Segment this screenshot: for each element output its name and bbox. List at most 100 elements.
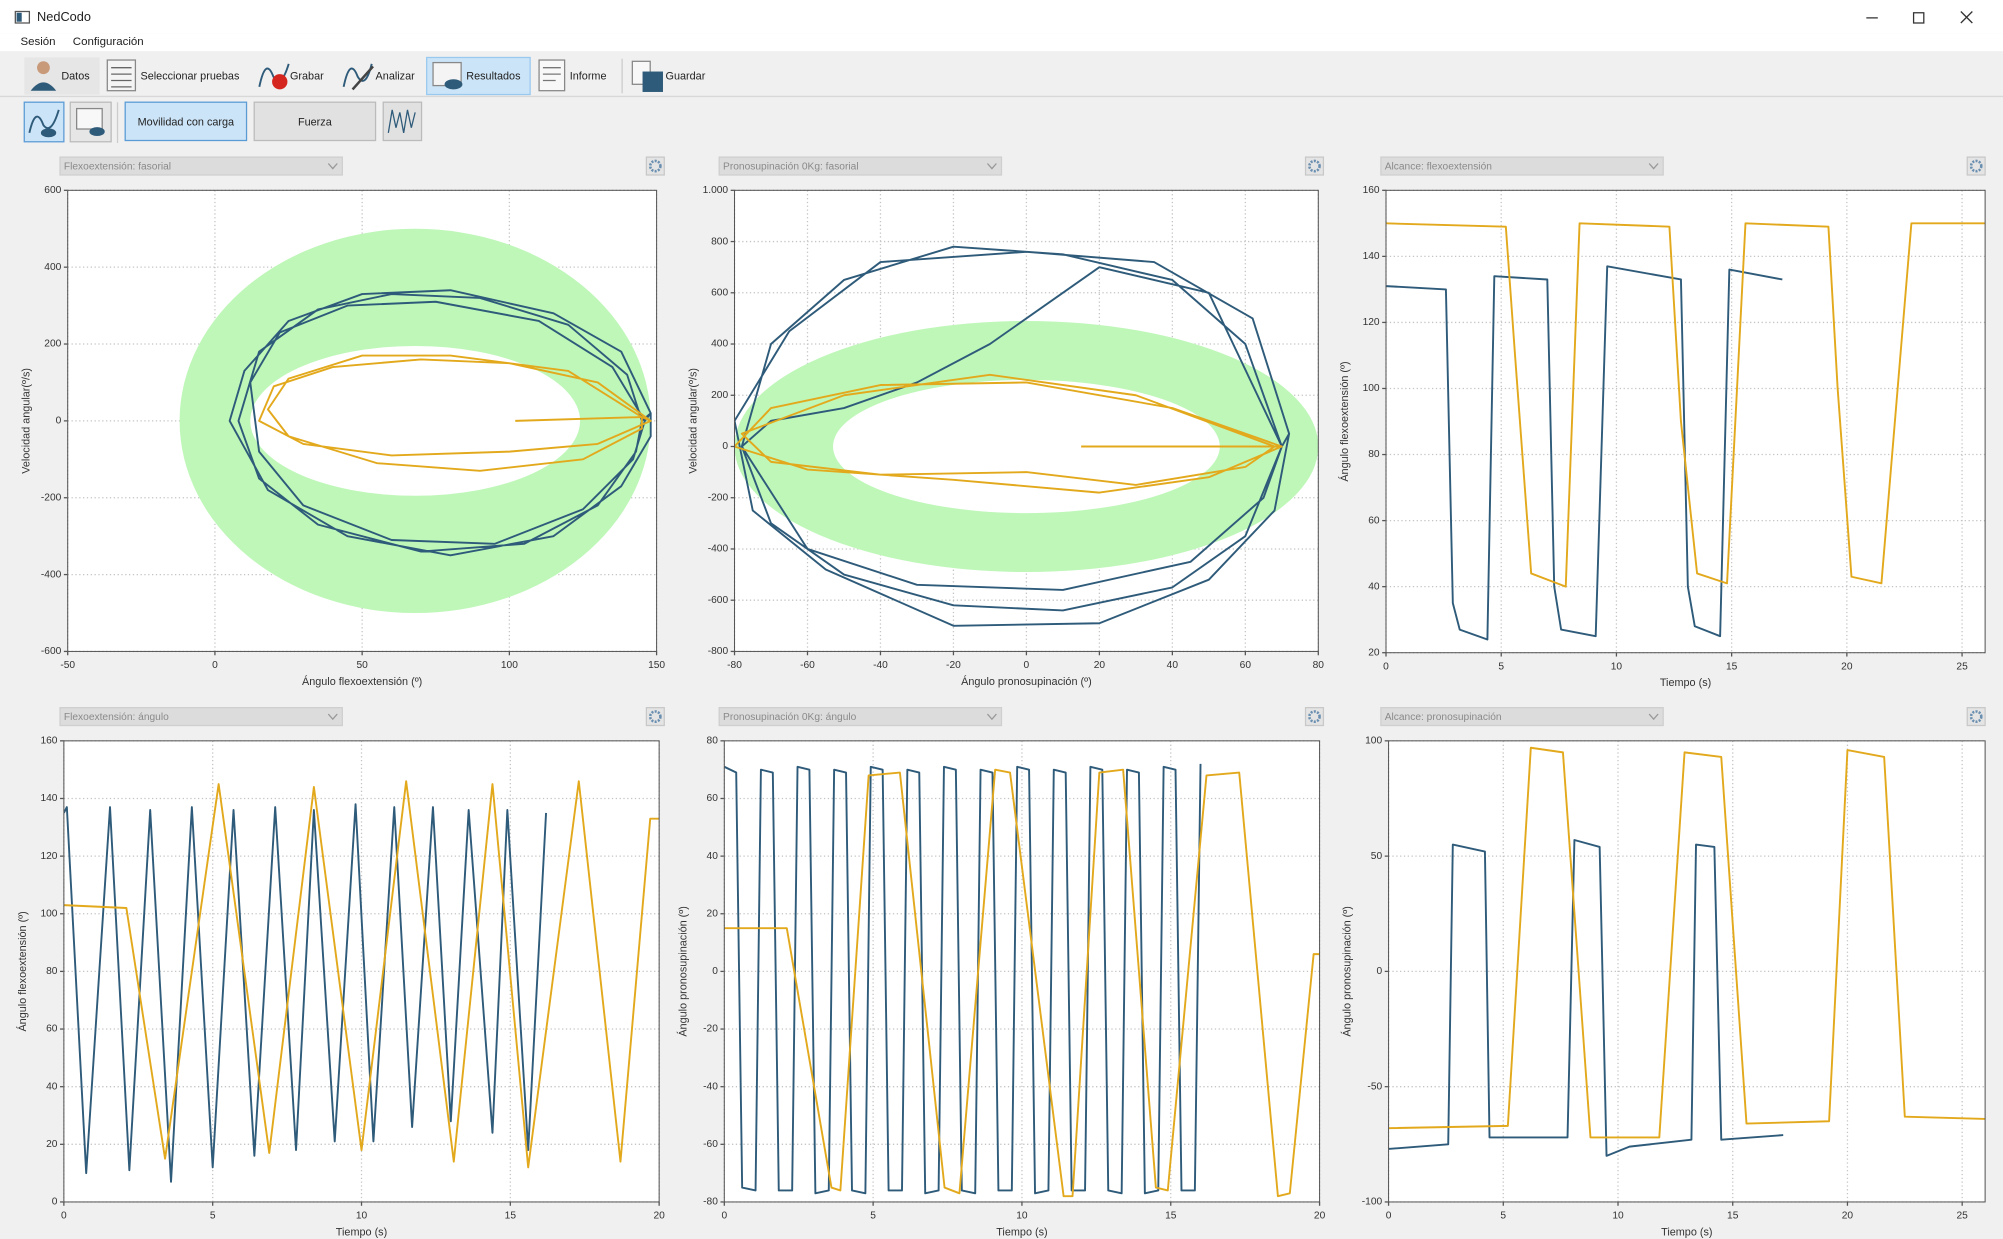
menu-bar (0, 33, 2003, 52)
icon-eye (89, 127, 105, 137)
data-line (1386, 222, 1986, 588)
icon-record (272, 74, 288, 90)
x-tick-label: 15 (505, 1211, 517, 1222)
y-tick-label: 40 (46, 1081, 58, 1092)
y-tick-label: -600 (41, 646, 62, 657)
icon-report (538, 59, 566, 92)
x-tick-label: -20 (946, 660, 961, 671)
x-tick-label: 20 (653, 1211, 665, 1222)
x-tick-label: 25 (1956, 661, 1968, 672)
data-line (724, 763, 1202, 1195)
tab-label[interactable]: Movilidad con carga (138, 116, 235, 128)
y-tick-label: 120 (40, 851, 57, 862)
x-axis-label: Tiempo (s) (336, 1226, 387, 1238)
plot-frame (723, 740, 1321, 1203)
y-tick-label: 140 (1363, 251, 1380, 262)
toolbar-label[interactable]: Datos (61, 70, 90, 82)
x-tick-label: 25 (1956, 1211, 1968, 1222)
app-icon (14, 10, 31, 24)
y-tick-label: 1.000 (703, 185, 729, 196)
settings-gear (1308, 710, 1321, 723)
close-button[interactable] (1960, 11, 1973, 24)
data-line (258, 354, 652, 472)
y-tick-label: 80 (707, 736, 719, 747)
y-tick-label: -200 (41, 492, 62, 503)
tab[interactable] (253, 101, 377, 142)
y-tick-label: -600 (708, 595, 729, 606)
y-tick-label: 100 (1363, 383, 1380, 394)
toolbar-label[interactable]: Resultados (466, 70, 521, 82)
y-tick-label: 400 (711, 339, 728, 350)
chart-selector (1380, 156, 1664, 176)
y-tick-label: 80 (46, 966, 58, 977)
x-tick-label: 10 (1612, 1211, 1624, 1222)
menu-item[interactable]: Configuración (73, 36, 144, 48)
y-axis-label: Ángulo pronosupinación (º) (676, 906, 689, 1037)
x-tick-label: 5 (210, 1211, 216, 1222)
dropdown-arrow (1648, 163, 1659, 170)
chart-selector-label: Pronosupinación 0Kg: fasorial (723, 161, 859, 172)
y-tick-label: 60 (707, 793, 719, 804)
chart-selector (59, 156, 343, 176)
settings-gear (648, 159, 662, 173)
view-button[interactable] (382, 101, 423, 142)
tab-active[interactable] (124, 101, 248, 142)
restore-button[interactable] (1912, 12, 1925, 24)
y-tick-label: 0 (722, 441, 728, 452)
tab-label[interactable]: Fuerza (298, 116, 333, 128)
title-bar (0, 0, 2003, 34)
plot-frame (63, 740, 660, 1203)
data-line (724, 768, 1320, 1198)
plot-frame (67, 189, 658, 652)
x-tick-label: 5 (1500, 1211, 1506, 1222)
data-line (1388, 746, 1986, 1139)
chart-selector (718, 156, 1003, 176)
menu-item[interactable]: Sesión (20, 36, 55, 48)
y-tick-label: 160 (1363, 185, 1380, 196)
y-axis-label: Velocidad angular(º/s) (21, 368, 33, 474)
x-tick-label: 20 (1842, 1211, 1854, 1222)
y-tick-label: -80 (703, 1197, 718, 1208)
toolbar-label[interactable]: Seleccionar pruebas (141, 70, 240, 82)
y-tick-label: -400 (708, 544, 729, 555)
x-tick-label: 5 (870, 1211, 876, 1222)
x-axis-label: Tiempo (s) (996, 1226, 1047, 1238)
chart-panel: Alcance: flexoextensión20406080100120140… (1338, 156, 1986, 689)
x-tick-label: 40 (1167, 660, 1179, 671)
x-axis-label: Ángulo pronosupinación (º) (961, 675, 1092, 688)
y-tick-label: 40 (1368, 581, 1380, 592)
y-tick-label: 80 (1368, 449, 1380, 460)
chart-selector (718, 706, 1003, 727)
y-tick-label: 0 (52, 1197, 58, 1208)
y-tick-label: -40 (703, 1081, 718, 1092)
toolbar-label[interactable]: Analizar (376, 70, 416, 82)
x-tick-label: 10 (1611, 661, 1623, 672)
y-tick-label: 0 (712, 966, 718, 977)
x-tick-label: 100 (501, 660, 518, 671)
toolbar-label[interactable]: Informe (570, 70, 607, 82)
y-tick-label: 200 (711, 390, 728, 401)
settings-gear (1969, 159, 1983, 173)
data-line (63, 803, 548, 1183)
x-tick-label: 0 (212, 660, 218, 671)
y-tick-label: 600 (44, 185, 61, 196)
x-axis-label: Tiempo (s) (1660, 677, 1711, 689)
icon-report-lines (542, 67, 561, 82)
x-tick-label: 15 (1165, 1211, 1177, 1222)
x-tick-label: -60 (800, 660, 815, 671)
x-tick-label: 10 (1016, 1211, 1028, 1222)
toolbar-label[interactable]: Guardar (666, 70, 706, 82)
x-tick-label: 10 (356, 1211, 368, 1222)
icon-wave (258, 63, 290, 88)
window-title: NedCodo (37, 9, 91, 24)
chart-selector (59, 706, 343, 727)
icon-pencil (351, 65, 374, 91)
icon-eye (40, 128, 57, 138)
plot-area (1386, 190, 1986, 653)
icon-user-body (30, 82, 57, 91)
toolbar-label[interactable]: Grabar (290, 70, 324, 82)
y-tick-label: 60 (46, 1024, 58, 1035)
dropdown-arrow (986, 713, 997, 721)
chart-panel: Pronosupinación 0Kg: fasorial-800-600-40… (688, 156, 1324, 688)
y-tick-label: 200 (44, 339, 61, 350)
